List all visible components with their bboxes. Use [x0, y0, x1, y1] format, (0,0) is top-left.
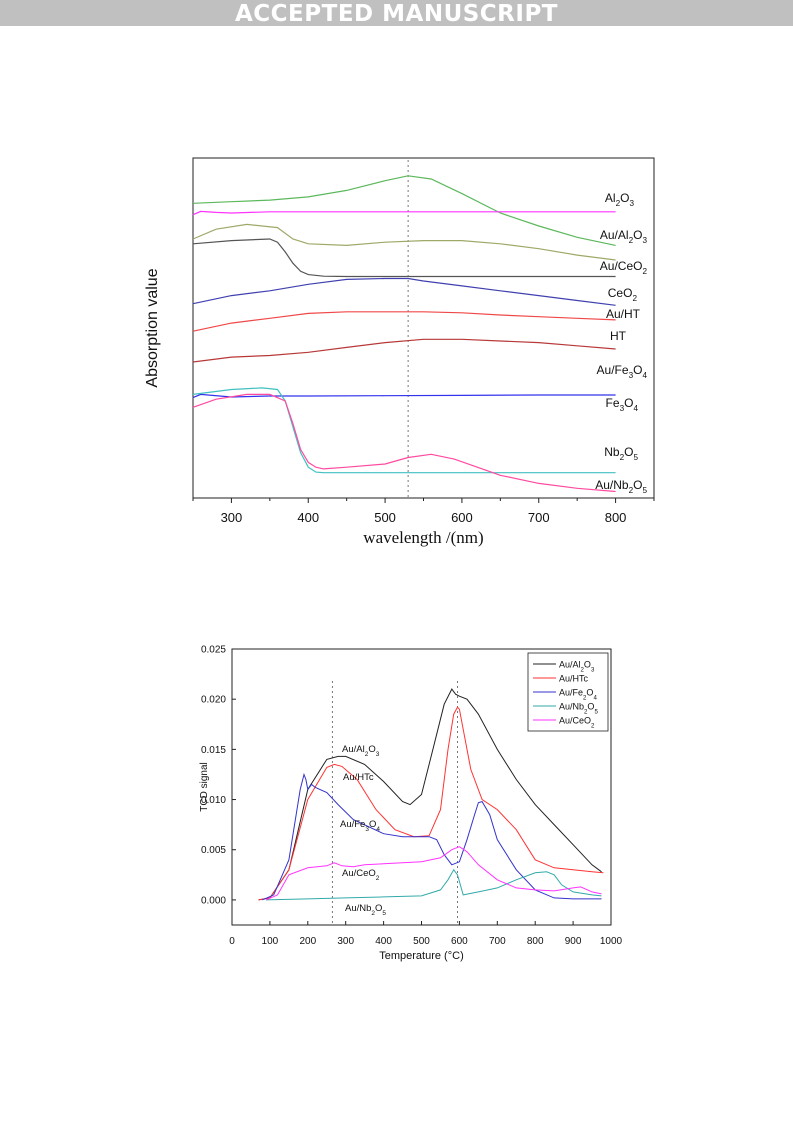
- uv-series-label: Au/Al2O3: [600, 228, 648, 245]
- tpr-series-annotation: Au/Al2O3: [342, 744, 380, 758]
- uv-series-label: Nb2O5: [604, 445, 638, 462]
- tpr-x-tick-label: 100: [262, 936, 279, 947]
- tpr-legend-label: Au/Fe2O4: [559, 688, 597, 702]
- uv-series-line-fe3o4: [192, 393, 616, 399]
- tpr-x-tick-label: 1000: [600, 936, 623, 947]
- tpr-legend-label: Au/HTc: [559, 674, 589, 684]
- uv-series-label: Al2O3: [605, 191, 635, 208]
- uv-series-label: Au/Nb2O5: [595, 478, 647, 495]
- uv-series-line-nb2o5: [192, 387, 616, 474]
- tpr-y-axis-label: TCD signal: [199, 762, 210, 811]
- tpr-x-tick-label: 500: [413, 936, 430, 947]
- tpr-series-annotation: Au/Nb2O5: [345, 903, 386, 917]
- uv-series-line-au-nb2o5: [192, 393, 616, 493]
- banner-text: ACCEPTED MANUSCRIPT: [235, 1, 558, 27]
- tpr-legend-label: Au/Al2O3: [559, 660, 595, 674]
- uv-x-tick-label: 400: [297, 510, 319, 525]
- tpr-series-line-au-ceo2: [265, 846, 602, 901]
- uv-series-line-ht: [192, 311, 616, 332]
- accepted-manuscript-banner: ACCEPTED MANUSCRIPT: [0, 0, 793, 27]
- tpr-y-tick-label: 0.000: [201, 895, 226, 906]
- uv-series-line-ceo2: [192, 238, 616, 278]
- uv-series-line-au-ceo2: [192, 223, 616, 261]
- tpr-x-tick-label: 400: [375, 936, 392, 947]
- uv-series-line-au-al2o3: [192, 210, 616, 216]
- uv-series-label: Au/Fe3O4: [597, 363, 648, 380]
- tpr-series-line-au-nb2o5: [266, 868, 602, 901]
- uv-x-tick-label: 500: [374, 510, 396, 525]
- tpr-y-tick-label: 0.025: [201, 645, 226, 656]
- uv-y-axis-label: Absorption value: [144, 268, 161, 387]
- uv-x-axis-label: wavelength /(nm): [363, 528, 483, 547]
- tpr-series-line-au-fe2o4: [262, 772, 602, 901]
- uv-series-label: Fe3O4: [606, 396, 639, 413]
- tpr-legend-label: Au/CeO2: [559, 716, 595, 730]
- uv-x-tick-label: 600: [451, 510, 473, 525]
- tpr-x-axis-label: Temperature (°C): [379, 950, 463, 962]
- tpr-series-annotation: Au/Fe3O4: [340, 819, 380, 833]
- tpr-y-tick-label: 0.015: [201, 745, 226, 756]
- tpr-x-tick-label: 700: [489, 936, 506, 947]
- tpr-series-annotation: Au/HTc: [343, 772, 374, 783]
- tpr-x-tick-label: 900: [565, 936, 582, 947]
- tpr-x-tick-label: 200: [299, 936, 316, 947]
- tpr-y-tick-label: 0.020: [201, 695, 226, 706]
- tpr-series-line-au-al2o3: [258, 688, 602, 901]
- uv-series-line-au-ht: [192, 277, 616, 306]
- tpr-legend-box: [527, 652, 609, 732]
- uv-series-label: CeO2: [608, 286, 638, 303]
- uv-x-tick-label: 700: [528, 510, 550, 525]
- uv-x-tick-label: 300: [221, 510, 243, 525]
- tpr-x-tick-label: 300: [337, 936, 354, 947]
- tpr-series-annotation: Au/CeO2: [342, 868, 380, 882]
- tpr-y-tick-label: 0.005: [201, 845, 226, 856]
- uv-x-tick-label: 800: [605, 510, 627, 525]
- tpr-x-tick-label: 800: [527, 936, 544, 947]
- uv-series-line-al2o3: [192, 175, 616, 246]
- tpr-series-line-au-htc: [258, 706, 604, 901]
- tpr-legend-label: Au/Nb2O5: [559, 702, 598, 716]
- uv-series-line-au-fe3o4: [192, 338, 616, 363]
- tpr-x-tick-label: 0: [229, 936, 235, 947]
- uv-series-label: Au/CeO2: [600, 259, 648, 276]
- uv-plot-frame: [192, 157, 655, 499]
- uv-series-label: Au/HT: [606, 307, 641, 321]
- tpr-y-tick-label: 0.010: [201, 795, 226, 806]
- tpr-x-tick-label: 600: [451, 936, 468, 947]
- uv-series-label: HT: [610, 329, 627, 343]
